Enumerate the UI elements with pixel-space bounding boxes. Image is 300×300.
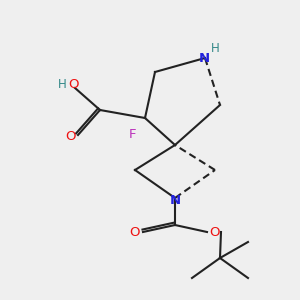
- Text: O: O: [210, 226, 220, 239]
- Text: O: O: [130, 226, 140, 239]
- Text: F: F: [129, 128, 137, 140]
- Text: N: N: [169, 194, 181, 206]
- Text: H: H: [58, 77, 67, 91]
- Text: N: N: [198, 52, 210, 64]
- Text: O: O: [68, 79, 79, 92]
- Text: O: O: [66, 130, 76, 143]
- Text: H: H: [211, 41, 219, 55]
